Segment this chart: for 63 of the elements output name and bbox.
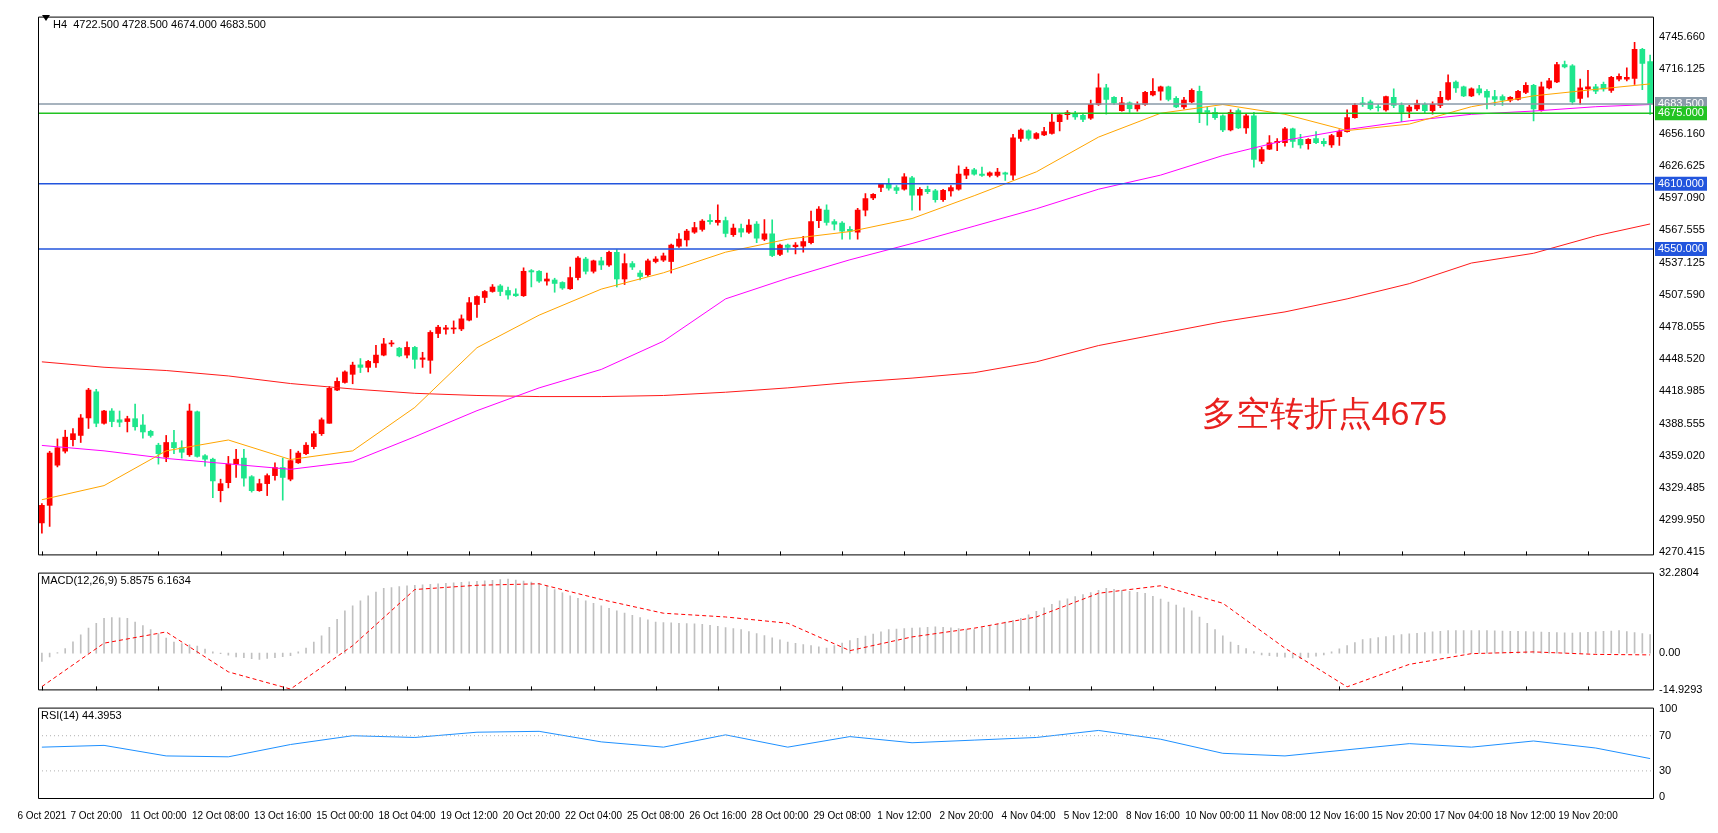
y-tick-label: 4507.590 bbox=[1659, 288, 1705, 300]
y-tick-label: -14.9293 bbox=[1659, 683, 1703, 696]
y-tick-label: 100 bbox=[1659, 702, 1678, 715]
y-tick-label: 4448.520 bbox=[1659, 352, 1705, 365]
x-tick-label: 11 Nov 08:00 bbox=[1247, 809, 1307, 821]
y-tick-label: 4359.020 bbox=[1659, 449, 1705, 462]
chart-title: RSI(14) 44.3953 bbox=[41, 709, 122, 722]
annotation: 多空转折点4675 bbox=[1201, 393, 1448, 432]
x-tick-label: 26 Oct 16:00 bbox=[689, 809, 747, 821]
x-tick-label: 12 Oct 08:00 bbox=[191, 809, 250, 821]
candlestick bbox=[714, 204, 721, 226]
ref-line-label: 4550.000 bbox=[1658, 241, 1704, 254]
y-tick-label: 4716.125 bbox=[1659, 61, 1705, 74]
x-tick-label: 20 Oct 20:00 bbox=[502, 809, 561, 821]
x-tick-label: 13 Oct 16:00 bbox=[254, 809, 312, 821]
y-tick-label: 4418.985 bbox=[1659, 384, 1705, 397]
x-tick-label: 11 Oct 00:00 bbox=[130, 809, 188, 821]
x-tick-label: 4 Nov 04:00 bbox=[1001, 809, 1056, 821]
x-tick-label: 19 Nov 20:00 bbox=[1558, 809, 1619, 821]
y-tick-label: 4329.485 bbox=[1659, 481, 1705, 494]
x-tick-label: 15 Nov 20:00 bbox=[1371, 809, 1432, 821]
x-tick-label: 15 Oct 00:00 bbox=[316, 809, 374, 821]
x-tick-label: 17 Nov 04:00 bbox=[1433, 809, 1494, 821]
candlestick bbox=[979, 166, 985, 177]
x-tick-label: 12 Nov 16:00 bbox=[1309, 809, 1370, 821]
ref-line-label: 4610.000 bbox=[1658, 176, 1704, 189]
x-tick-label: 6 Oct 2021 bbox=[17, 809, 67, 821]
x-tick-label: 18 Nov 12:00 bbox=[1496, 809, 1556, 821]
x-tick-label: 22 Oct 04:00 bbox=[564, 809, 623, 821]
y-tick-label: 30 bbox=[1659, 763, 1672, 776]
x-tick-label: 2 Nov 20:00 bbox=[939, 809, 994, 821]
y-tick-label: 70 bbox=[1659, 728, 1672, 741]
chart-title: H4 4722.500 4728.500 4674.000 4683.500 bbox=[53, 18, 266, 31]
x-tick-label: 5 Nov 12:00 bbox=[1063, 809, 1119, 821]
candlestick bbox=[1150, 78, 1156, 97]
candlestick bbox=[1002, 171, 1009, 181]
y-tick-label: 4270.415 bbox=[1659, 545, 1705, 558]
chart-title: MACD(12,26,9) 5.8575 6.1634 bbox=[41, 574, 191, 587]
y-tick-label: 4537.125 bbox=[1659, 255, 1705, 268]
y-tick-label: 4299.950 bbox=[1659, 513, 1705, 526]
x-tick-label: 25 Oct 08:00 bbox=[627, 809, 685, 821]
x-tick-label: 29 Oct 08:00 bbox=[813, 809, 872, 821]
y-tick-label: 4388.555 bbox=[1659, 417, 1705, 430]
y-tick-label: 4656.160 bbox=[1659, 126, 1705, 139]
x-tick-label: 7 Oct 20:00 bbox=[70, 809, 123, 821]
x-tick-label: 19 Oct 12:00 bbox=[440, 809, 499, 821]
y-tick-label: 0 bbox=[1659, 790, 1666, 803]
x-tick-label: 1 Nov 12:00 bbox=[877, 809, 932, 821]
candlestick bbox=[233, 449, 239, 478]
ref-line-label: 4675.000 bbox=[1658, 106, 1704, 119]
x-tick-label: 28 Oct 00:00 bbox=[751, 809, 810, 821]
y-tick-label: 4745.660 bbox=[1659, 29, 1705, 42]
x-tick-label: 10 Nov 00:00 bbox=[1185, 809, 1246, 821]
y-tick-label: 4626.625 bbox=[1659, 158, 1705, 171]
x-tick-label: 18 Oct 04:00 bbox=[378, 809, 437, 821]
y-tick-label: 4567.555 bbox=[1659, 222, 1705, 235]
y-tick-label: 4597.090 bbox=[1659, 190, 1705, 203]
ref-line-label: 4683.500 bbox=[1658, 97, 1704, 110]
y-tick-label: 4478.055 bbox=[1659, 320, 1705, 333]
y-tick-label: 32.2804 bbox=[1659, 565, 1699, 578]
y-tick-label: 0.00 bbox=[1659, 646, 1681, 659]
candlestick bbox=[707, 214, 713, 225]
x-tick-label: 8 Nov 16:00 bbox=[1125, 809, 1181, 821]
